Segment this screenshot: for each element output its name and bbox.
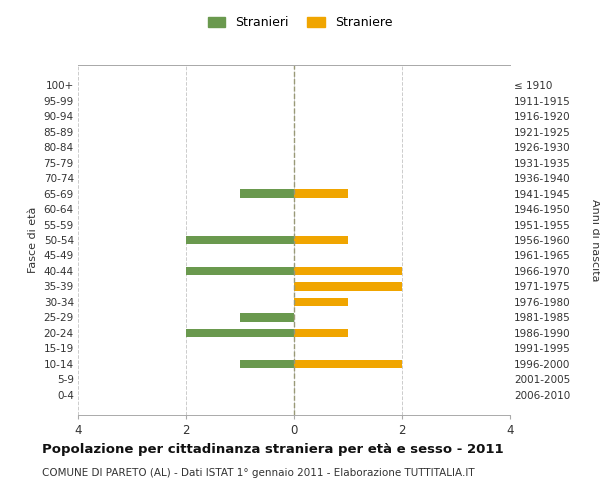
Bar — [186, 266, 294, 275]
Bar — [294, 328, 348, 337]
Bar — [240, 190, 294, 198]
Legend: Stranieri, Straniere: Stranieri, Straniere — [203, 11, 397, 34]
Bar — [186, 236, 294, 244]
Bar — [240, 313, 294, 322]
Bar — [294, 236, 348, 244]
Y-axis label: Anni di nascita: Anni di nascita — [590, 198, 600, 281]
Bar — [240, 360, 294, 368]
Y-axis label: Fasce di età: Fasce di età — [28, 207, 38, 273]
Text: COMUNE DI PARETO (AL) - Dati ISTAT 1° gennaio 2011 - Elaborazione TUTTITALIA.IT: COMUNE DI PARETO (AL) - Dati ISTAT 1° ge… — [42, 468, 475, 477]
Bar — [294, 266, 402, 275]
Bar — [294, 298, 348, 306]
Bar — [294, 190, 348, 198]
Bar — [294, 282, 402, 290]
Text: Popolazione per cittadinanza straniera per età e sesso - 2011: Popolazione per cittadinanza straniera p… — [42, 442, 503, 456]
Bar — [294, 360, 402, 368]
Bar — [186, 328, 294, 337]
